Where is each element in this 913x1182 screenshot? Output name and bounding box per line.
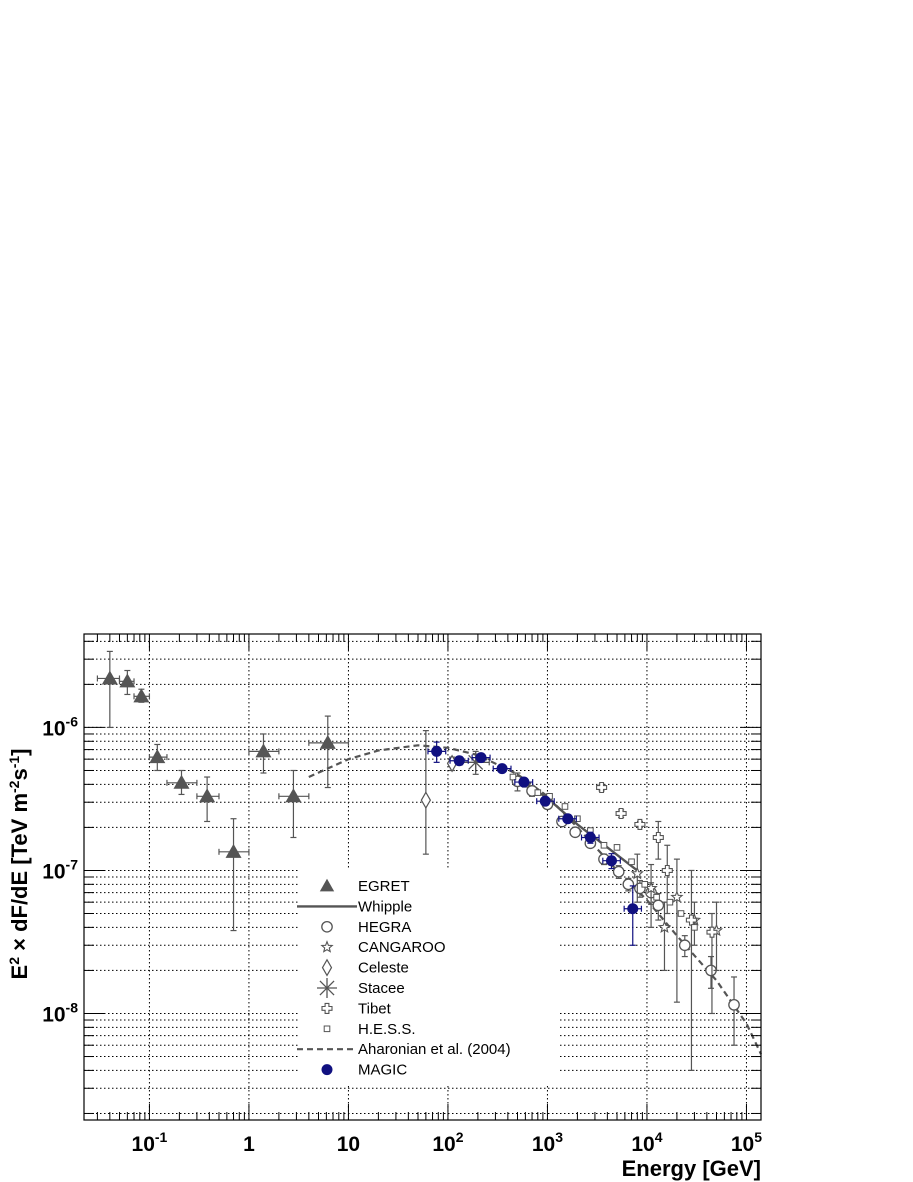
point-magic [475,752,487,764]
point-hegra [622,878,635,891]
point-magic [518,776,530,788]
point-magic [496,763,508,775]
point-tibet [706,926,718,938]
point-h-e-s-s [653,893,660,901]
point-cangaroo [657,920,672,933]
point-egret [285,788,302,803]
x-tick-label: 104 [631,1129,662,1156]
point-hegra [678,939,691,952]
point-egret [101,670,118,685]
axis-ticks [84,634,761,1120]
x-tick-label: 10-1 [132,1129,168,1156]
legend-symbol-magic [321,1064,333,1076]
point-h-e-s-s [677,910,685,917]
point-magic [431,745,443,757]
y-tick-label: 10-6 [42,713,78,740]
x-tick-label: 103 [532,1129,563,1156]
point-h-e-s-s [628,858,635,866]
legend: EGRET Whipple HEGRA CANGAROO Celeste Stacee Ti… [297,870,560,1084]
point-magic [453,755,465,767]
point-magic [627,903,639,915]
y-axis-title: E2 × dF/dE [TeV m-2s-1] [6,749,32,980]
point-magic [562,813,574,825]
point-tibet [615,807,627,820]
point-h-e-s-s [666,898,674,906]
legend-symbol-celeste [321,958,333,977]
legend-label-whipple: Whipple [358,898,412,915]
legend-symbol-egret [319,878,335,892]
point-tibet [661,864,673,877]
x-tick-label: 102 [432,1129,463,1156]
point-egret [225,843,242,858]
point-egret [173,774,190,789]
legend-symbol-hegra [321,920,333,933]
point-egret [133,688,150,703]
point-h-e-s-s [641,881,649,888]
point-hegra [728,998,740,1011]
legend-label-aharonian-et-al-2004: Aharonian et al. (2004) [358,1041,511,1058]
x-axis-title: Energy [GeV] [622,1156,761,1181]
y-tick-label: 10-7 [42,856,78,883]
point-cangaroo [630,866,644,880]
legend-label-hegra: HEGRA [358,919,411,936]
point-celeste [420,791,432,810]
legend-symbol-tibet [321,1002,333,1014]
legend-symbol-stacee [317,978,337,998]
point-magic [605,855,617,867]
point-tibet [634,818,646,830]
point-egret [319,734,336,749]
point-egret [149,749,166,764]
x-tick-label: 1 [243,1133,255,1156]
point-tibet [652,831,664,844]
legend-label-stacee: Stacee [358,980,405,997]
legend-label-h-e-s-s: H.E.S.S. [358,1021,416,1038]
x-tick-label: 10 [337,1133,360,1156]
point-h-e-s-s [534,789,542,796]
point-tibet [596,781,608,794]
point-egret [119,673,136,688]
point-h-e-s-s [691,924,698,931]
point-h-e-s-s [561,803,569,810]
point-hegra [569,826,582,839]
point-magic [584,831,596,843]
x-tick-label: 105 [731,1129,762,1156]
data-markers [96,650,740,1071]
legend-label-celeste: Celeste [358,960,409,977]
point-h-e-s-s [509,773,517,781]
point-h-e-s-s [613,844,621,851]
legend-label-magic: MAGIC [358,1062,407,1079]
point-h-e-s-s [600,841,608,849]
tick-labels: 10-1 1 10 102 103 104 105 10-8 10-7 10-6 [42,713,762,1156]
point-hegra [612,865,625,878]
y-tick-label: 10-8 [42,999,78,1026]
legend-label-tibet: Tibet [358,1000,392,1017]
point-egret [255,743,272,758]
legend-label-cangaroo: CANGAROO [358,939,446,956]
point-cangaroo [670,890,684,903]
legend-symbol-cangaroo [320,940,334,953]
legend-label-egret: EGRET [358,878,410,895]
legend-symbol-h-e-s-s [323,1025,331,1033]
point-magic [539,795,551,807]
point-egret [199,788,216,803]
